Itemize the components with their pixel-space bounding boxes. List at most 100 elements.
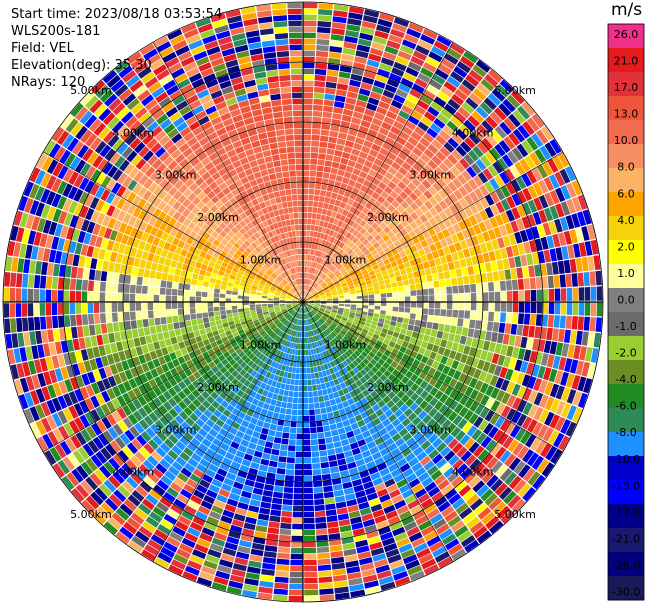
velocity-gate [312, 330, 316, 336]
velocity-gate [407, 565, 423, 576]
velocity-gate [261, 304, 268, 307]
velocity-gate [228, 492, 240, 502]
velocity-gate [559, 216, 569, 231]
velocity-gate [157, 552, 173, 564]
velocity-gate [325, 310, 331, 314]
velocity-gate [309, 176, 316, 183]
velocity-gate [368, 498, 381, 507]
velocity-gate [303, 236, 307, 243]
velocity-gate [398, 302, 405, 307]
velocity-gate [420, 153, 431, 164]
velocity-gate [249, 554, 263, 563]
velocity-gate [290, 330, 294, 336]
velocity-gate [417, 493, 431, 504]
velocity-gate [194, 433, 205, 443]
velocity-gate [399, 510, 412, 521]
velocity-gate [524, 290, 531, 302]
velocity-gate [452, 459, 464, 471]
velocity-gate [475, 320, 482, 330]
velocity-gate [322, 259, 327, 266]
velocity-gate [308, 303, 314, 306]
velocity-gate [314, 302, 321, 304]
velocity-gate [273, 348, 279, 355]
velocity-gate [323, 363, 329, 370]
velocity-gate [305, 291, 308, 297]
velocity-gate [340, 530, 353, 539]
velocity-gate [216, 468, 228, 477]
velocity-gate [410, 202, 419, 211]
velocity-gate [231, 370, 239, 378]
velocity-gate [277, 552, 290, 559]
velocity-gate [356, 307, 363, 311]
velocity-gate [280, 516, 292, 524]
velocity-gate [325, 269, 331, 276]
velocity-gate [336, 138, 346, 146]
velocity-gate [326, 235, 332, 242]
velocity-gate [357, 38, 372, 47]
velocity-gate [419, 204, 429, 214]
velocity-gate [123, 311, 130, 321]
velocity-gate [345, 264, 351, 271]
velocity-gate [298, 343, 301, 350]
velocity-gate [531, 113, 545, 129]
velocity-gate [345, 239, 352, 246]
velocity-gate [411, 265, 419, 272]
velocity-gate [368, 256, 376, 263]
velocity-gate [317, 558, 331, 565]
velocity-gate [296, 337, 300, 344]
velocity-gate [100, 502, 115, 516]
velocity-gate [563, 329, 571, 343]
velocity-gate [367, 128, 378, 138]
velocity-gate [401, 385, 410, 394]
velocity-gate [350, 296, 357, 300]
velocity-gate [373, 344, 381, 351]
velocity-gate [303, 379, 308, 386]
velocity-gate [307, 295, 313, 299]
velocity-gate [134, 468, 147, 480]
velocity-gate [345, 232, 352, 239]
velocity-gate [368, 327, 376, 334]
velocity-gate [440, 294, 447, 302]
velocity-gate [284, 334, 289, 340]
velocity-gate [356, 337, 363, 344]
velocity-gate [293, 499, 303, 506]
velocity-gate [338, 307, 344, 311]
velocity-gate [370, 547, 385, 557]
velocity-gate [298, 313, 301, 319]
velocity-gate [203, 322, 211, 329]
velocity-gate [373, 395, 382, 404]
velocity-gate [338, 295, 345, 299]
velocity-gate [303, 224, 307, 231]
velocity-gate [353, 247, 361, 254]
velocity-gate [176, 493, 189, 505]
velocity-gate [209, 510, 222, 520]
velocity-gate [402, 468, 414, 478]
velocity-gate [303, 8, 318, 15]
velocity-gate [264, 545, 278, 552]
velocity-gate [469, 458, 481, 471]
velocity-gate [367, 287, 374, 292]
velocity-gate [271, 380, 277, 387]
velocity-gate [322, 331, 328, 337]
velocity-gate [175, 456, 187, 467]
velocity-gate [168, 434, 179, 445]
velocity-gate [279, 528, 292, 536]
velocity-gate [187, 560, 202, 571]
velocity-gate [502, 333, 510, 345]
velocity-gate [485, 241, 494, 252]
velocity-gate [183, 308, 190, 315]
velocity-gate [106, 322, 114, 333]
velocity-gate [407, 61, 422, 72]
velocity-gate [335, 283, 341, 288]
velocity-gate [431, 155, 442, 166]
velocity-gate [184, 532, 199, 543]
velocity-gate [135, 302, 142, 311]
velocity-gate [527, 214, 537, 227]
velocity-gate [420, 116, 433, 127]
velocity-gate [308, 297, 314, 300]
velocity-gate [311, 290, 317, 295]
velocity-gate [573, 243, 581, 258]
velocity-gate [347, 339, 354, 346]
velocity-gate [377, 570, 392, 580]
velocity-gate [277, 462, 287, 469]
